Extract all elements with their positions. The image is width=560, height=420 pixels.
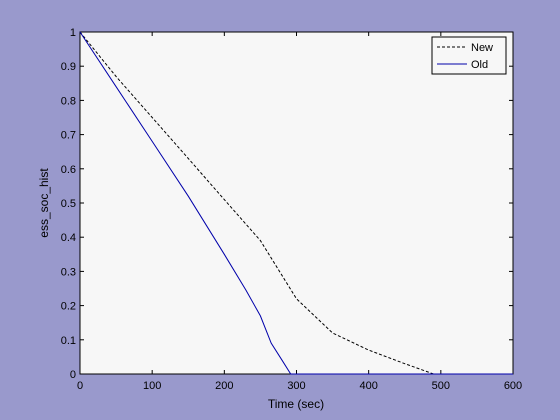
y-tick-label: 0.8: [61, 95, 76, 107]
legend: New Old: [431, 36, 507, 75]
legend-box: [431, 36, 507, 75]
y-axis-ticks: 0 0.1 0.2 0.3 0.4 0.5 0.6 0.7 0.8 0.9 1: [61, 27, 513, 381]
y-tick-label: 0: [70, 369, 76, 381]
y-tick-label: 0.9: [61, 61, 76, 73]
legend-label-old: Old: [471, 59, 488, 71]
y-axis-label: ess_soc_hist: [37, 168, 51, 238]
x-tick-label: 0: [77, 380, 83, 392]
y-tick-label: 0.1: [61, 335, 76, 347]
x-axis-ticks: 0 100 200 300 400 500 600: [77, 32, 522, 392]
x-tick-label: 400: [359, 380, 377, 392]
y-tick-label: 0.5: [61, 198, 76, 210]
x-axis-label: Time (sec): [268, 397, 324, 411]
y-tick-label: 1: [70, 27, 76, 39]
y-tick-label: 0.4: [61, 232, 76, 244]
series-line-new: [79, 31, 513, 375]
x-tick-label: 300: [287, 380, 305, 392]
x-tick-label: 500: [432, 380, 450, 392]
y-tick-label: 0.3: [61, 266, 76, 278]
x-tick-label: 200: [215, 380, 233, 392]
legend-label-new: New: [471, 42, 493, 54]
y-tick-label: 0.6: [61, 164, 76, 176]
y-tick-label: 0.2: [61, 301, 76, 313]
x-tick-label: 100: [143, 380, 161, 392]
series-lines: [79, 31, 513, 375]
plot-area: [79, 31, 514, 375]
series-line-old: [79, 31, 513, 375]
y-tick-label: 0.7: [61, 130, 76, 142]
x-tick-label: 600: [504, 380, 522, 392]
